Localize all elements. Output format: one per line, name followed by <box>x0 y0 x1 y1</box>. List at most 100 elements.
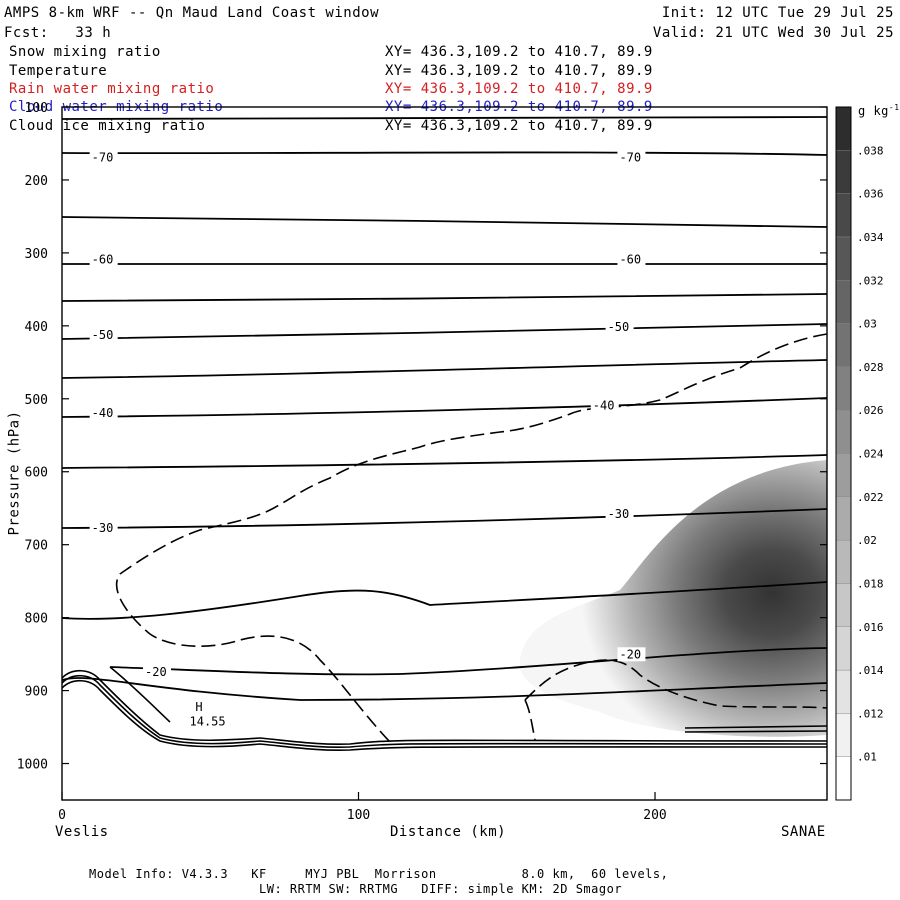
y-tick-label-900: 900 <box>25 685 48 700</box>
colorbar-swatch-4 <box>835 583 852 627</box>
snow-mixing-ratio-shading <box>519 460 827 737</box>
field-name-cloud-ice: Cloud ice mixing ratio <box>9 118 206 134</box>
colorbar-tick-label-10: .03 <box>857 318 877 331</box>
temperature-label-4: -50 <box>92 328 114 342</box>
isotherm-line <box>62 397 827 418</box>
colorbar-frame <box>835 106 852 801</box>
colorbar-swatch-2 <box>835 669 852 714</box>
temperature-label-bg-3 <box>617 252 646 267</box>
temperature-contours <box>62 116 827 701</box>
temperature-label-8: -30 <box>92 521 114 535</box>
model-info-line1: Model Info: V4.3.3 KF MYJ PBL Morrison 8… <box>89 867 669 881</box>
temperature-label-5: -50 <box>608 320 630 334</box>
field-xy-snow: XY= 436.3,109.2 to 410.7, 89.9 <box>385 44 653 60</box>
y-tick-label-800: 800 <box>25 612 48 627</box>
field-name-temperature: Temperature <box>9 63 108 79</box>
temperature-label-1: -70 <box>619 151 641 165</box>
temperature-labels: -70 -70 -60 -60 -50 -50 -40 -40 -30 -30 -20 -20 H14.… <box>89 150 646 729</box>
x-endpoint-left: Veslis <box>55 824 109 840</box>
colorbar-swatch-7 <box>835 453 852 498</box>
isotherm-line <box>62 359 827 379</box>
colorbar-tick-label-0: .01 <box>857 751 877 764</box>
axes: 100 200 300 400 500 600 700 800 900 1000 0 100 200 <box>17 101 827 823</box>
y-tick-label-400: 400 <box>25 320 48 335</box>
colorbar-tick-label-3: .016 <box>857 621 884 634</box>
temperature-label-bg-9 <box>605 507 634 522</box>
colorbar-tick-label-11: .032 <box>857 274 884 287</box>
temperature-label-bg-11 <box>617 647 646 662</box>
colorbar-swatch-10 <box>835 323 852 368</box>
temperature-label-bg-2 <box>89 252 118 267</box>
y-axis-label: Pressure (hPa) <box>6 410 23 536</box>
chart-title: AMPS 8-km WRF -- Qn Maud Land Coast wind… <box>4 5 380 21</box>
isotherm-line <box>62 151 827 156</box>
y-tick-label-300: 300 <box>25 247 48 262</box>
x-axis-label: Distance (km) <box>390 824 507 840</box>
isotherm-line <box>62 677 827 701</box>
high-label: H <box>195 700 202 714</box>
isotherm-line <box>62 454 827 469</box>
temperature-label-bg-5 <box>605 319 634 334</box>
colorbar-tick-label-12: .034 <box>857 231 884 244</box>
y-tick-label-700: 700 <box>25 539 48 554</box>
temperature-label-3: -60 <box>619 253 641 267</box>
y-tick-label-100: 100 <box>25 101 48 116</box>
colorbar-swatch-9 <box>835 366 852 411</box>
x-tick-label-0: 0 <box>58 808 66 823</box>
isotherm-line <box>62 323 827 340</box>
temperature-label-10: -20 <box>145 665 167 679</box>
colorbar: .01 .012 .014 .016 .018 .02 .022 .024 .026 .028 .0… <box>835 106 884 801</box>
colorbar-swatch-1 <box>835 713 852 757</box>
colorbar-tick-label-6: .022 <box>857 491 884 504</box>
temperature-label-6: -40 <box>92 406 114 420</box>
colorbar-swatch-13 <box>835 193 852 238</box>
temperature-label-bg-1 <box>617 150 646 165</box>
colorbar-swatch-15 <box>835 106 852 151</box>
field-xy-cloud-ice: XY= 436.3,109.2 to 410.7, 89.9 <box>385 118 653 134</box>
temperature-label-bg-7 <box>590 398 619 413</box>
x-tick-label-200: 200 <box>643 808 666 823</box>
isotherm-line <box>62 293 827 302</box>
colorbar-swatch-14 <box>835 150 852 194</box>
temperature-label-bg-10 <box>143 664 172 679</box>
model-info-line2: LW: RRTM SW: RRTMG DIFF: simple KM: 2D S… <box>259 882 623 896</box>
temperature-label-bg-8 <box>89 521 118 536</box>
colorbar-tick-label-7: .024 <box>857 448 884 461</box>
y-tick-label-500: 500 <box>25 393 48 408</box>
temperature-label-11: -20 <box>619 647 641 661</box>
valid-time: Valid: 21 UTC Wed 30 Jul 25 <box>652 25 894 41</box>
cloud-ice-contour <box>115 333 828 743</box>
y-tick-label-1000: 1000 <box>17 758 48 773</box>
colorbar-tick-label-5: .02 <box>857 534 877 547</box>
field-xy-rain: XY= 436.3,109.2 to 410.7, 89.9 <box>385 81 653 97</box>
colorbar-swatch-5 <box>835 539 852 584</box>
colorbar-tick-label-9: .028 <box>857 361 884 374</box>
isotherm-line <box>62 581 827 620</box>
colorbar-tick-label-2: .014 <box>857 664 884 677</box>
colorbar-tick-label-13: .036 <box>857 188 884 201</box>
isotherm-line <box>62 116 827 120</box>
forecast-hour: Fcst: 33 h <box>4 25 112 41</box>
temperature-label-bg-0 <box>89 150 118 165</box>
colorbar-tick-label-14: .038 <box>857 144 884 157</box>
colorbar-swatch-0 <box>835 756 852 801</box>
colorbar-tick-label-8: .026 <box>857 404 884 417</box>
temperature-label-0: -70 <box>92 151 114 165</box>
y-tick-label-200: 200 <box>25 174 48 189</box>
colorbar-swatch-3 <box>835 626 852 671</box>
temperature-label-bg-6 <box>89 405 118 420</box>
temperature-label-bg-4 <box>89 327 118 342</box>
colorbar-swatch-11 <box>835 280 852 324</box>
colorbar-swatch-12 <box>835 236 852 281</box>
field-xy-temperature: XY= 436.3,109.2 to 410.7, 89.9 <box>385 63 653 79</box>
x-endpoint-right: SANAE <box>781 824 826 840</box>
isotherm-line <box>62 216 827 228</box>
terrain-lines <box>61 666 828 751</box>
init-time: Init: 12 UTC Tue 29 Jul 25 <box>661 5 894 21</box>
plot-frame <box>61 106 828 801</box>
colorbar-units: g kg-1 <box>858 103 900 118</box>
temperature-label-9: -30 <box>608 507 630 521</box>
temperature-label-7: -40 <box>593 399 615 413</box>
y-tick-label-600: 600 <box>25 466 48 481</box>
